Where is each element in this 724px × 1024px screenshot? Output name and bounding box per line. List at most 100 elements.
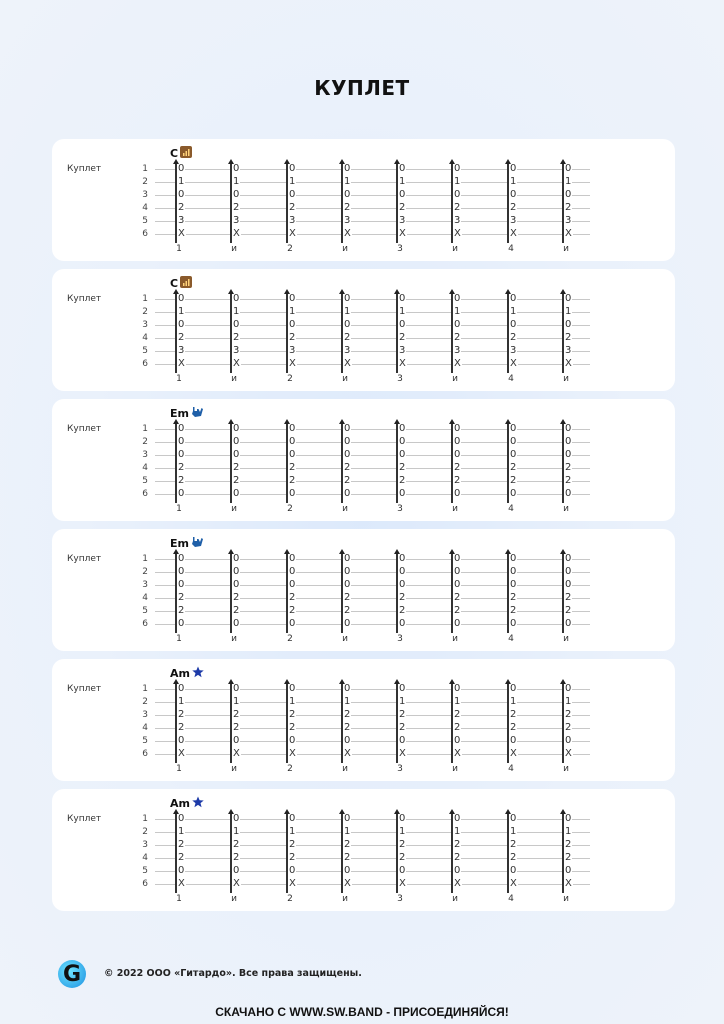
fret-number: 0 <box>232 735 241 746</box>
beat-count: 1 <box>176 634 182 644</box>
strum-bar <box>230 552 232 633</box>
strum-bar <box>396 682 398 763</box>
beat-count: 2 <box>287 504 293 514</box>
fret-number: 2 <box>453 202 462 213</box>
strum-up-arrow-icon <box>172 289 179 294</box>
fret-number: 2 <box>398 202 407 213</box>
fret-number: 0 <box>177 579 186 590</box>
download-banner[interactable]: СКАЧАНО С WWW.SW.BAND - ПРИСОЕДИНЯЙСЯ! <box>215 1005 509 1019</box>
fret-number: 3 <box>398 345 407 356</box>
fret-number: 0 <box>288 423 297 434</box>
fret-number: 3 <box>177 345 186 356</box>
beat-count: 4 <box>508 244 514 254</box>
chord-name: C <box>170 146 193 161</box>
fret-number: 1 <box>453 176 462 187</box>
fret-number: 0 <box>288 449 297 460</box>
strum-bar <box>562 292 564 373</box>
fret-number: 2 <box>509 605 518 616</box>
strum-up-arrow-icon <box>504 549 511 554</box>
strum-up-arrow-icon <box>393 289 400 294</box>
section-label: Куплет <box>67 424 102 434</box>
fret-number: 0 <box>177 163 186 174</box>
fret-number: 1 <box>288 176 297 187</box>
fret-number: 0 <box>343 449 352 460</box>
fret-number: 0 <box>509 319 518 330</box>
fret-number: 0 <box>177 319 186 330</box>
strum-bar <box>230 162 232 243</box>
fret-number: X <box>343 878 352 889</box>
fret-number: 3 <box>343 215 352 226</box>
fret-number: 0 <box>343 436 352 447</box>
fret-number: 0 <box>398 488 407 499</box>
string-number: 3 <box>142 320 148 330</box>
beat-count: и <box>231 894 237 904</box>
fret-number: 3 <box>343 345 352 356</box>
strum-up-arrow-icon <box>172 419 179 424</box>
beat-count: 4 <box>508 894 514 904</box>
fret-number: 1 <box>288 696 297 707</box>
string-line <box>155 442 590 443</box>
fret-number: 0 <box>564 436 573 447</box>
string-number: 4 <box>142 333 148 343</box>
fret-number: 2 <box>288 709 297 720</box>
beat-count: и <box>231 504 237 514</box>
fret-number: 0 <box>564 488 573 499</box>
string-number: 1 <box>142 814 148 824</box>
fret-number: 1 <box>177 176 186 187</box>
strum-bar <box>562 162 564 243</box>
fret-number: 0 <box>453 618 462 629</box>
fret-number: 2 <box>177 709 186 720</box>
string-line <box>155 234 590 235</box>
beat-count: 1 <box>176 504 182 514</box>
strum-up-arrow-icon <box>448 419 455 424</box>
fret-number: 0 <box>177 436 186 447</box>
fret-number: 0 <box>177 618 186 629</box>
fret-number: 2 <box>398 592 407 603</box>
string-number: 3 <box>142 190 148 200</box>
beat-count: и <box>231 244 237 254</box>
strum-bar <box>562 552 564 633</box>
fret-number: 2 <box>564 332 573 343</box>
fret-number: 0 <box>453 436 462 447</box>
fret-number: 2 <box>564 839 573 850</box>
strum-bar <box>230 682 232 763</box>
fret-number: 3 <box>288 345 297 356</box>
fret-number: 2 <box>453 462 462 473</box>
fret-number: 2 <box>453 839 462 850</box>
tab-block: Куплет Em 1 2 3 4 5 6 0 0 0 2 2 0 1 0 0 0 2 2 0 и 0 0 0 2 2 0 2 0 0 0 2 2… <box>52 399 675 521</box>
beat-count: 4 <box>508 634 514 644</box>
fret-number: 2 <box>232 839 241 850</box>
fret-number: X <box>564 748 573 759</box>
fret-number: 1 <box>288 826 297 837</box>
strum-up-arrow-icon <box>448 289 455 294</box>
fret-number: 0 <box>232 423 241 434</box>
strum-bar <box>341 552 343 633</box>
string-line <box>155 455 590 456</box>
beat-count: и <box>452 244 458 254</box>
string-number: 4 <box>142 853 148 863</box>
fret-number: 2 <box>398 722 407 733</box>
fret-number: 0 <box>398 813 407 824</box>
fret-number: 0 <box>288 579 297 590</box>
strum-bar <box>175 292 177 373</box>
fret-number: 2 <box>509 709 518 720</box>
strum-up-arrow-icon <box>338 289 345 294</box>
strum-bar <box>341 292 343 373</box>
fret-number: 1 <box>232 306 241 317</box>
beat-count: 1 <box>176 244 182 254</box>
strum-up-arrow-icon <box>172 809 179 814</box>
string-number: 6 <box>142 359 148 369</box>
strum-up-arrow-icon <box>448 549 455 554</box>
fret-number: 1 <box>564 306 573 317</box>
fret-number: 0 <box>564 163 573 174</box>
fret-number: 2 <box>288 605 297 616</box>
string-number: 4 <box>142 463 148 473</box>
chord-label: C <box>170 147 179 160</box>
fret-number: 2 <box>177 852 186 863</box>
fret-number: 0 <box>288 553 297 564</box>
fret-number: 0 <box>398 423 407 434</box>
fret-number: 2 <box>232 332 241 343</box>
strum-bar <box>507 812 509 893</box>
